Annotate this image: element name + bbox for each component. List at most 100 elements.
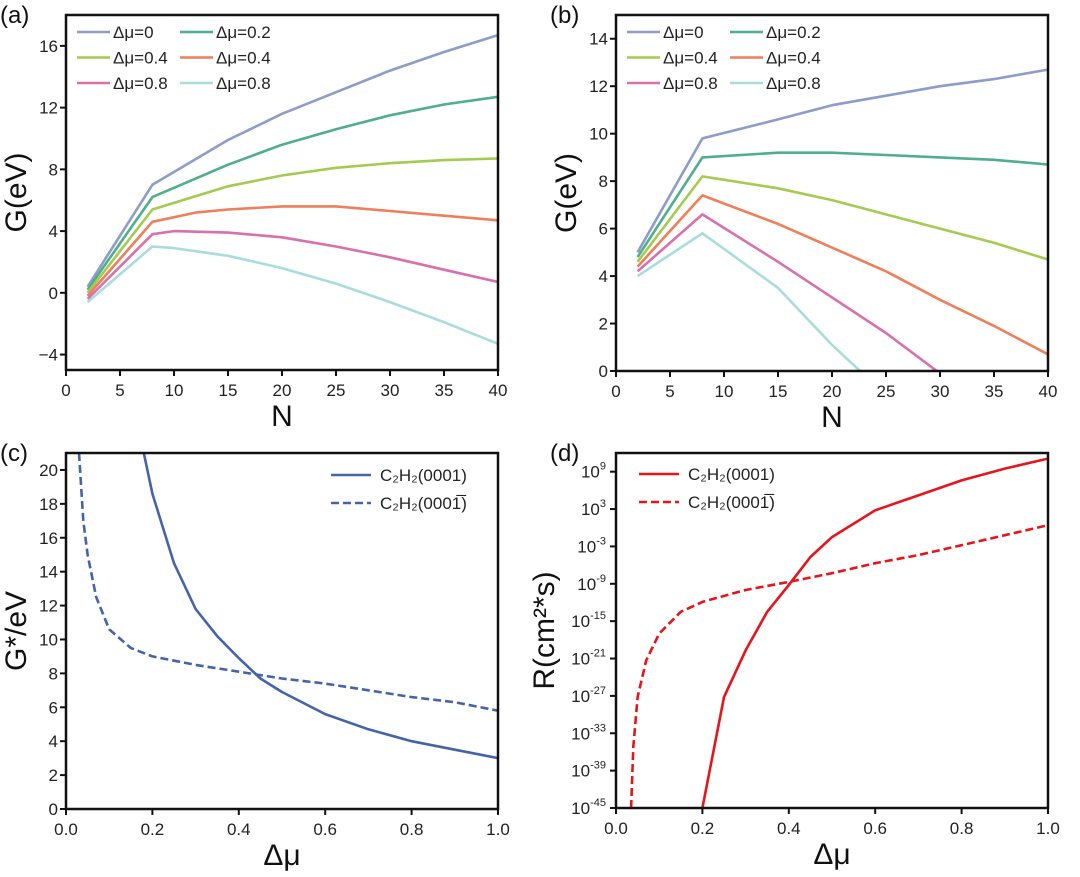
tick-exponent: -39 [590,760,606,772]
panel-label: (b) [550,2,579,29]
y-tick-label: 8 [49,664,58,683]
legend-label: Δμ=0.4 [663,49,718,68]
legend-label: Δμ=0.4 [216,49,271,68]
plot-frame [614,451,1050,810]
y-tick-label: 10-9 [577,573,606,594]
series-line-1 [77,453,498,712]
series-line-5 [636,232,861,371]
y-tick-label: 10-15 [571,610,606,631]
x-axis-title: Δμ [263,839,300,872]
y-tick-label: 18 [39,495,58,514]
series-line-0 [142,453,498,760]
x-tick-label: 0.8 [400,820,424,839]
legend-label: C₂H₂(0001) [380,466,467,485]
y-tick-label: 8 [49,160,58,179]
legend-label: Δμ=0.4 [113,49,168,68]
legend: Δμ=0 Δμ=0.2 Δμ=0.4 Δμ=0.4 Δμ=0.8 Δμ=0.8 [627,23,821,93]
x-tick-label: 0 [61,381,70,400]
y-tick-label: 10 [39,630,58,649]
legend-label: Δμ=0.2 [216,23,271,42]
legend-label: Δμ=0 [113,23,154,42]
series-line-4 [86,229,498,300]
y-tick-label: 4 [49,222,58,241]
x-tick-label: 40 [489,381,508,400]
x-tick-label: 0 [611,382,620,401]
x-tick-label: 0.2 [141,820,165,839]
tick-base: 10 [581,500,600,519]
y-tick-label: 10-39 [571,760,606,781]
y-axis-title: R(cm²*s) [528,571,561,689]
panel-c: 0.0 0.2 0.4 0.6 0.8 1.0 0 2 4 6 8 10 12 14 16 18 20 (c) Δμ… [0,440,510,872]
x-tick-label: 35 [435,381,454,400]
x-tick-label: 40 [1039,382,1058,401]
legend-label: C₂H₂(0001) [688,465,775,484]
legend-label: Δμ=0 [663,23,704,42]
tick-exponent: -33 [590,722,606,734]
x-tick-label: 10 [165,381,184,400]
x-tick-label: 25 [327,381,346,400]
tick-exponent: -15 [590,610,606,622]
y-tick-label: 109 [581,461,606,482]
legend-label: Δμ=0.2 [766,23,821,42]
legend-label: Δμ=0.8 [663,74,718,93]
x-tick-label: 20 [273,381,292,400]
x-tick-label: 15 [769,382,788,401]
x-tick-label: 0.6 [863,819,887,838]
plot-frame [64,451,500,811]
tick-base: 10 [571,687,590,706]
y-tick-label: 2 [49,766,58,785]
tick-exponent: -27 [590,685,606,697]
legend: Δμ=0 Δμ=0.2 Δμ=0.4 Δμ=0.4 Δμ=0.8 Δμ=0.8 [77,23,271,93]
tick-base: 10 [571,762,590,781]
x-tick-label: 0.0 [54,820,78,839]
y-tick-label: 0 [49,800,58,819]
x-tick-label: 30 [931,382,950,401]
tick-exponent: 3 [600,498,606,510]
series-line-0 [86,33,498,288]
plot-frame [64,13,500,372]
x-tick-label: 5 [665,382,674,401]
tick-base: 10 [571,724,590,743]
series-line-2 [86,157,498,294]
panel-label: (d) [550,440,579,467]
series-line-0 [636,68,1048,253]
x-tick-label: 15 [219,381,238,400]
legend-label: Δμ=0.8 [216,74,271,93]
y-tick-label: 14 [39,563,58,582]
tick-exponent: -3 [596,535,606,547]
x-tick-label: 25 [877,382,896,401]
x-axis-title: N [821,401,843,434]
tick-exponent: 9 [600,461,606,473]
tick-base: 10 [577,537,596,556]
series-line-4 [636,213,938,371]
x-axis-title: N [271,400,293,433]
y-axis-title: G(eV) [550,153,583,233]
x-tick-label: 1.0 [1036,819,1060,838]
tick-exponent: -21 [590,648,606,660]
y-tick-label: 103 [581,498,606,519]
y-tick-label: 6 [599,220,608,239]
x-tick-label: 30 [381,381,400,400]
y-tick-label: 10 [589,125,608,144]
legend-label: Δμ=0.4 [766,49,821,68]
y-tick-label: 12 [589,77,608,96]
tick-base: 10 [571,799,590,818]
x-tick-label: 0.2 [691,819,715,838]
x-tick-label: 1.0 [486,820,510,839]
tick-base: 10 [577,575,596,594]
legend-label: C₂H₂(0001̅) [380,494,467,513]
x-tick-label: 0.4 [227,820,251,839]
y-tick-label: 16 [39,529,58,548]
series-line-1 [636,151,1048,258]
y-tick-label: 6 [49,698,58,717]
y-tick-label: 12 [39,597,58,616]
y-tick-label: 8 [599,172,608,191]
tick-exponent: -45 [590,797,606,809]
series-line-1 [629,523,1048,808]
y-tick-label: −4 [39,346,58,365]
y-tick-label: 4 [49,732,58,751]
series-line-0 [701,457,1048,808]
y-tick-label: 16 [39,37,58,56]
